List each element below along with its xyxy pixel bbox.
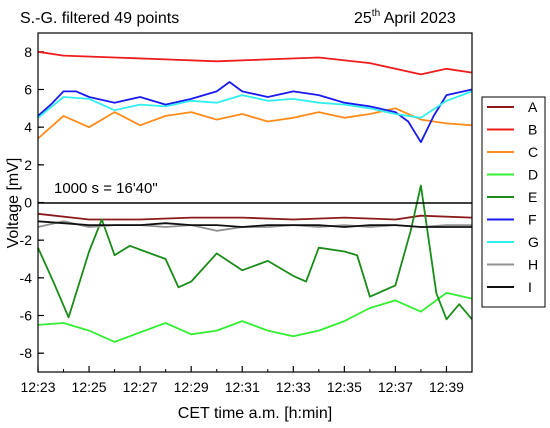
date-day: 25: [354, 10, 372, 27]
x-tick-label: 12:25: [72, 379, 107, 395]
legend-label-h: H: [528, 257, 538, 273]
y-tick-label: -8: [20, 345, 33, 361]
x-tick-label: 12:23: [20, 379, 55, 395]
legend-label-g: G: [528, 234, 539, 250]
series-line-e: [37, 184, 473, 321]
legend-label-f: F: [528, 212, 537, 228]
chart-title: S.-G. filtered 49 points: [20, 10, 179, 27]
x-tick-label: 12:37: [378, 379, 413, 395]
y-tick-label: 0: [24, 195, 32, 211]
chart-date: 25th April 2023: [354, 8, 456, 27]
y-tick-label: 8: [24, 44, 32, 60]
axis-ticks: 8 6 4 2 0 -2 -4 -6 -8 12:23 12:25 12:27 12:29 12:31 12…: [20, 44, 465, 395]
x-tick-label: 12:39: [429, 379, 464, 395]
y-tick-label: 6: [24, 82, 32, 98]
series-line-d: [37, 291, 473, 343]
series-line-g: [37, 90, 473, 119]
series-line-c: [37, 107, 473, 140]
date-month-year: April 2023: [380, 10, 456, 27]
y-tick-label: -6: [20, 308, 33, 324]
x-tick-label: 12:27: [123, 379, 158, 395]
legend-frame: [481, 96, 546, 308]
y-tick-label: -2: [20, 232, 33, 248]
x-tick-label: 12:29: [174, 379, 209, 395]
x-axis-title: CET time a.m. [h:min]: [178, 405, 332, 422]
y-tick-label: 4: [24, 119, 32, 135]
x-tick-label: 12:33: [276, 379, 311, 395]
y-axis-title: Voltage [mV]: [5, 158, 22, 249]
series-lines: [37, 50, 473, 343]
legend-label-e: E: [528, 189, 537, 205]
legend-label-i: I: [528, 279, 532, 295]
series-line-i: [37, 220, 472, 228]
annotation-duration: 1000 s = 16'40": [54, 180, 158, 197]
y-tick-label: -4: [20, 270, 33, 286]
series-line-f: [37, 81, 473, 144]
legend-label-d: D: [528, 167, 538, 183]
x-tick-label: 12:31: [225, 379, 260, 395]
legend-label-a: A: [528, 99, 538, 115]
legend-label-b: B: [528, 122, 537, 138]
series-line-b: [37, 50, 473, 76]
series-line-a: [37, 212, 473, 221]
y-tick-label: 2: [24, 157, 32, 173]
legend-label-c: C: [528, 144, 538, 160]
plot-frame: [37, 32, 473, 373]
x-tick-label: 12:35: [327, 379, 362, 395]
date-superscript: th: [372, 8, 380, 19]
